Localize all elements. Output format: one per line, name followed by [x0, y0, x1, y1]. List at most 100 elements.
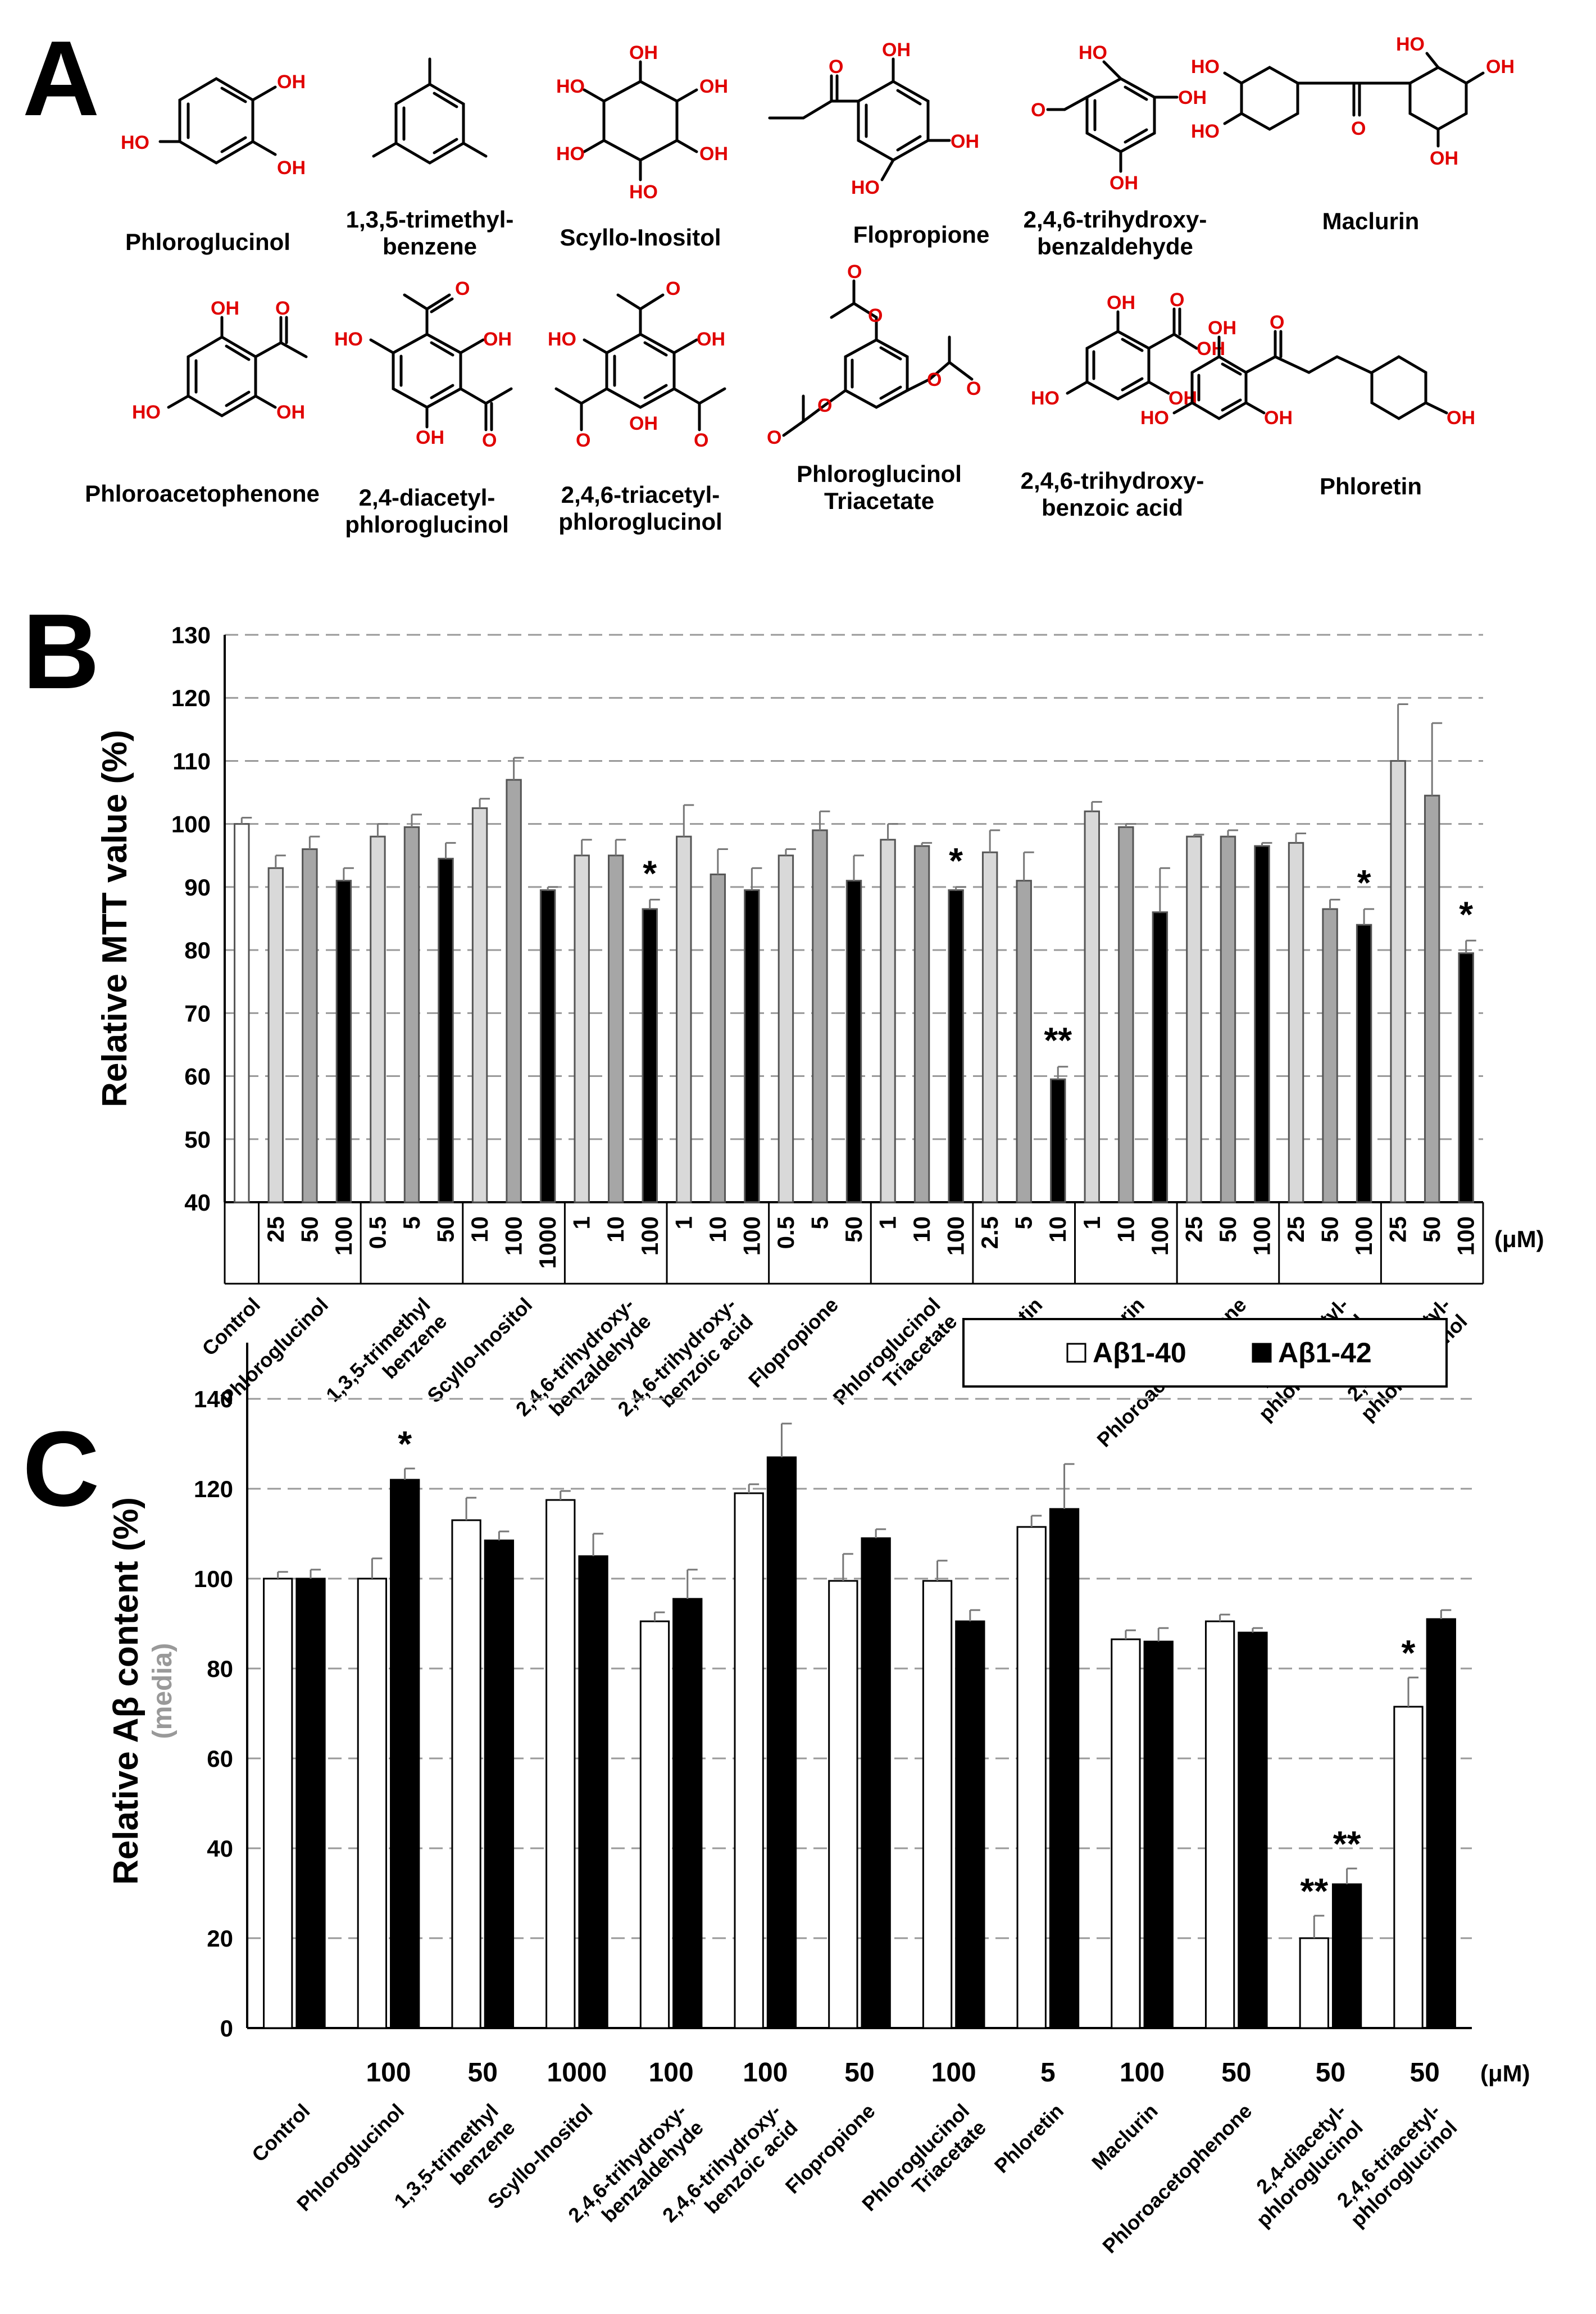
- atom-label: HO: [132, 402, 161, 423]
- y-axis-subtitle: (media): [148, 1643, 178, 1739]
- significance-marker: *: [1402, 1633, 1416, 1673]
- atom-label: O: [1170, 289, 1184, 311]
- atom-label: HO: [121, 132, 149, 153]
- bar: [955, 1620, 985, 2029]
- bar: [777, 854, 794, 1203]
- bar: [948, 889, 964, 1203]
- category-label: PhloroglucinolTriacetate: [829, 1293, 962, 1426]
- atom-label: OH: [277, 71, 306, 93]
- bar: [1050, 1078, 1066, 1203]
- bar: [370, 835, 386, 1203]
- dose-label: 100: [636, 1216, 663, 1256]
- atom-label: O: [966, 378, 981, 399]
- category-label: Phloretin: [990, 2099, 1068, 2177]
- structure-triacetylphloroglucinol: O HO OH O OH O: [548, 278, 726, 451]
- dose-label: 50: [1316, 2058, 1345, 2088]
- structure-trimethylbenzene: [372, 57, 488, 165]
- bar: [545, 1499, 576, 2029]
- dose-label: 50: [433, 1216, 459, 1243]
- bar: [1322, 908, 1338, 1203]
- y-tick-label: 0: [220, 2015, 233, 2042]
- y-axis-title: Relative Aβ content (%): [107, 1497, 145, 1885]
- category-label: Flopropione: [744, 1293, 843, 1392]
- dose-label: 25: [1283, 1216, 1309, 1243]
- dose-label: 100: [743, 2058, 788, 2088]
- dose-label: 25: [1385, 1216, 1411, 1243]
- bar: [335, 880, 352, 1203]
- bar: [744, 889, 760, 1203]
- bar: [357, 1577, 388, 2029]
- structure-trihydroxybenzoic-acid: OH O OH HO OH: [1031, 289, 1225, 409]
- bar: [1424, 794, 1440, 1203]
- significance-marker: *: [949, 840, 963, 881]
- atom-label: OH: [1430, 148, 1458, 169]
- dose-label: 50: [1317, 1216, 1343, 1243]
- dose-label: 50: [844, 2058, 874, 2088]
- atom-label: HO: [1191, 121, 1220, 142]
- y-tick-label: 50: [184, 1126, 211, 1153]
- bar: [812, 829, 828, 1203]
- structure-phloroglucinol-triacetate: O O O O O O: [767, 261, 981, 448]
- dose-label: 10: [1044, 1216, 1071, 1243]
- dose-label: 50: [1418, 1216, 1445, 1243]
- category-label: Control: [247, 2099, 314, 2166]
- structure-scyllo-inositol: OH OH OH HO HO HO: [556, 42, 728, 203]
- bar: [1143, 1640, 1174, 2029]
- atom-label: O: [482, 430, 497, 451]
- category-label: Flopropione: [781, 2099, 880, 2198]
- y-tick-label: 80: [184, 937, 211, 963]
- category-label: PhloroglucinolTriacetate: [857, 2099, 990, 2233]
- atom-label: OH: [1447, 407, 1475, 429]
- y-tick-label: 60: [207, 1745, 233, 1772]
- dose-label: 50: [1409, 2058, 1439, 2088]
- atom-label: HO: [629, 181, 658, 203]
- atom-label: OH: [483, 329, 512, 350]
- dose-label: 10: [908, 1216, 935, 1243]
- structure-phloroglucinol: OH HO OH: [121, 71, 306, 179]
- bar: [1254, 845, 1270, 1203]
- dose-label: 5: [398, 1216, 425, 1229]
- y-tick-label: 40: [207, 1835, 233, 1862]
- atom-label: HO: [1140, 407, 1169, 429]
- compound-name: Flopropione: [853, 221, 990, 248]
- panel-b-letter: B: [22, 592, 99, 711]
- dose-label: 100: [1453, 1216, 1479, 1256]
- y-tick-label: 100: [171, 811, 211, 838]
- dose-label: 10: [602, 1216, 629, 1243]
- bar: [1111, 1638, 1141, 2029]
- significance-marker: *: [1459, 894, 1473, 934]
- bar: [642, 908, 658, 1203]
- dose-label: 100: [1147, 1216, 1173, 1256]
- bar: [861, 1537, 891, 2029]
- legend-swatch: [1066, 1343, 1086, 1363]
- structure-flopropione: OH O OH HO: [768, 39, 979, 198]
- bar: [295, 1577, 326, 2029]
- dose-label: 100: [738, 1216, 765, 1256]
- dose-label: 100: [1120, 2058, 1165, 2088]
- bar: [1356, 924, 1372, 1203]
- atom-label: HO: [1079, 42, 1107, 63]
- atom-label: O: [1031, 99, 1045, 121]
- compound-name: Phloroacetophenone: [85, 480, 320, 507]
- significance-marker: **: [1333, 1824, 1361, 1864]
- atom-label: OH: [882, 39, 911, 61]
- dose-label: 100: [1351, 1216, 1377, 1256]
- bar: [710, 873, 726, 1203]
- atom-label: O: [868, 305, 883, 326]
- bar: [234, 823, 250, 1203]
- bar: [880, 839, 896, 1203]
- atom-label: OH: [1110, 172, 1138, 194]
- atom-label: O: [1351, 118, 1366, 139]
- bar: [913, 845, 930, 1203]
- structure-phloroacetophenone: OH O HO OH: [132, 298, 308, 423]
- significance-marker: **: [1300, 1871, 1328, 1911]
- bar: [1049, 1508, 1080, 2029]
- atom-label: HO: [556, 143, 585, 165]
- bar: [981, 851, 998, 1203]
- compound-name: Phloroglucinol Triacetate: [797, 461, 962, 514]
- compound-name: 1,3,5-trimethyl-benzene: [346, 206, 514, 260]
- bar: [438, 857, 454, 1203]
- bar: [484, 1539, 515, 2029]
- bar: [734, 1492, 764, 2029]
- dose-label: 0.5: [364, 1216, 390, 1249]
